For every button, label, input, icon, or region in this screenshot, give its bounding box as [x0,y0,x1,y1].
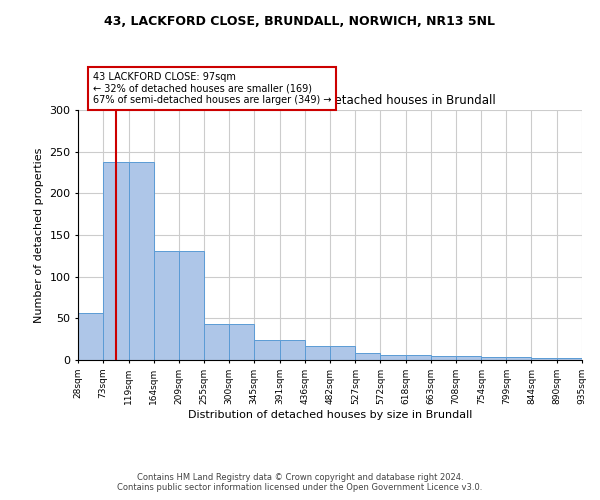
Text: 43, LACKFORD CLOSE, BRUNDALL, NORWICH, NR13 5NL: 43, LACKFORD CLOSE, BRUNDALL, NORWICH, N… [104,15,496,28]
Bar [179,251,204,360]
Bar [355,354,380,360]
Text: Contains HM Land Registry data © Crown copyright and database right 2024.
Contai: Contains HM Land Registry data © Crown c… [118,473,482,492]
Bar [78,312,103,360]
Bar [330,346,355,360]
Bar [254,340,280,360]
Bar [506,356,532,360]
Bar [431,356,456,360]
Y-axis label: Number of detached properties: Number of detached properties [34,148,44,322]
Bar [456,356,481,360]
Bar [481,356,506,360]
Bar [280,340,305,360]
Title: Size of property relative to detached houses in Brundall: Size of property relative to detached ho… [164,94,496,108]
Bar [532,358,557,360]
Text: 43 LACKFORD CLOSE: 97sqm
← 32% of detached houses are smaller (169)
67% of semi-: 43 LACKFORD CLOSE: 97sqm ← 32% of detach… [93,72,332,105]
Bar [380,355,406,360]
Bar [103,162,128,360]
Bar [406,355,431,360]
Bar [154,251,179,360]
X-axis label: Distribution of detached houses by size in Brundall: Distribution of detached houses by size … [188,410,472,420]
Bar [204,324,229,360]
Bar [229,324,254,360]
Bar [557,358,582,360]
Bar [305,346,330,360]
Bar [128,162,154,360]
